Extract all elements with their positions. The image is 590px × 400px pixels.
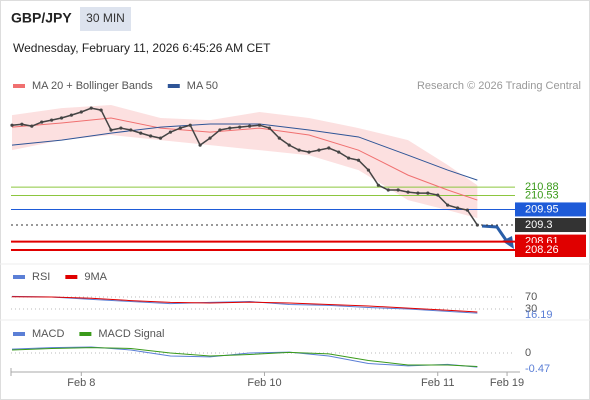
level-label-box [515,243,586,257]
price-point [386,188,390,192]
last-value-label: -0.47 [525,363,550,375]
price-point [257,123,262,127]
y-tick-label: 30 [525,303,537,315]
y-tick-label: 70 [525,291,537,303]
price-point [376,183,380,187]
price-point [69,113,74,117]
price-point [475,223,479,227]
y-tick-label: 0 [525,347,531,359]
legend-label: 9MA [84,271,107,283]
price-point [208,136,212,140]
price-point [347,156,351,160]
price-point [188,123,192,127]
legend-swatch [79,332,92,336]
ma-line [11,117,478,201]
x-tick-label: Feb 11 [421,377,454,389]
price-point [40,120,44,124]
price-point [396,188,400,192]
indicator-line [11,346,478,368]
price-point [287,143,291,147]
x-tick-label: Feb 10 [247,377,281,389]
price-point [406,190,410,194]
x-tick-label: Feb 8 [67,377,95,389]
price-point [109,128,113,132]
price-point [248,124,252,128]
price-point [426,191,430,195]
indicator-line [11,295,478,314]
price-point [228,126,232,130]
price-point [59,116,64,120]
bollinger-band [12,105,478,219]
datetime: Wednesday, February 11, 2026 6:45:26 AM … [13,41,271,55]
price-point [218,128,222,132]
price-point [50,118,54,122]
timeframe: 30 MIN [86,11,125,25]
price-point [119,126,123,130]
forecast-arrow [481,224,510,244]
legend-swatch [65,275,78,279]
x-tick-label: Feb 19 [490,377,524,389]
price-point [238,125,242,129]
price-point [10,123,14,127]
legend-swatch [13,275,25,279]
price-point [337,150,341,154]
level-label: 210.53 [525,189,559,201]
level-label: 210.88 [525,181,559,193]
indicator-line [11,296,478,313]
legend-label: MACD [32,328,64,340]
price-point [317,148,321,152]
legend-label: RSI [32,271,50,283]
price-point [465,208,470,212]
price-point [307,150,311,154]
legend-label: MA 50 [187,80,218,92]
last-value-label: 16.19 [525,309,553,321]
price-point [139,131,143,135]
level-label: 208.26 [525,244,559,256]
price-point [297,148,301,152]
level-label-box [515,218,586,233]
price-point [327,146,331,150]
price-point [20,122,24,126]
price-point [129,128,133,132]
price-line [11,107,478,226]
price-point [267,126,272,130]
legend-swatch [167,84,180,88]
legend-swatch [13,332,25,336]
price-point [99,108,103,112]
price-point [89,106,93,110]
price-point [436,193,440,197]
level-label-box [515,202,586,217]
price-point [366,168,371,172]
price-point [158,136,163,140]
price-point [446,203,450,207]
indicator-line [11,347,478,367]
timeframe-box [80,7,131,31]
legend-swatch [13,84,25,88]
price-point [149,134,153,138]
legend-label: MACD Signal [98,328,164,340]
legend-label: MA 20 + Bollinger Bands [32,80,153,92]
price-point [168,130,173,134]
price-point [30,124,34,128]
level-label: 209.95 [525,203,559,215]
level-label: 209.3 [525,219,553,231]
credit: Research © 2026 Trading Central [417,80,581,92]
price-point [178,126,182,130]
symbol: GBP/JPY [11,10,72,26]
price-point [277,136,281,140]
price-point [455,206,460,210]
price-point [416,191,420,195]
price-point [198,143,202,147]
price-point [356,158,361,162]
price-point [79,110,83,114]
